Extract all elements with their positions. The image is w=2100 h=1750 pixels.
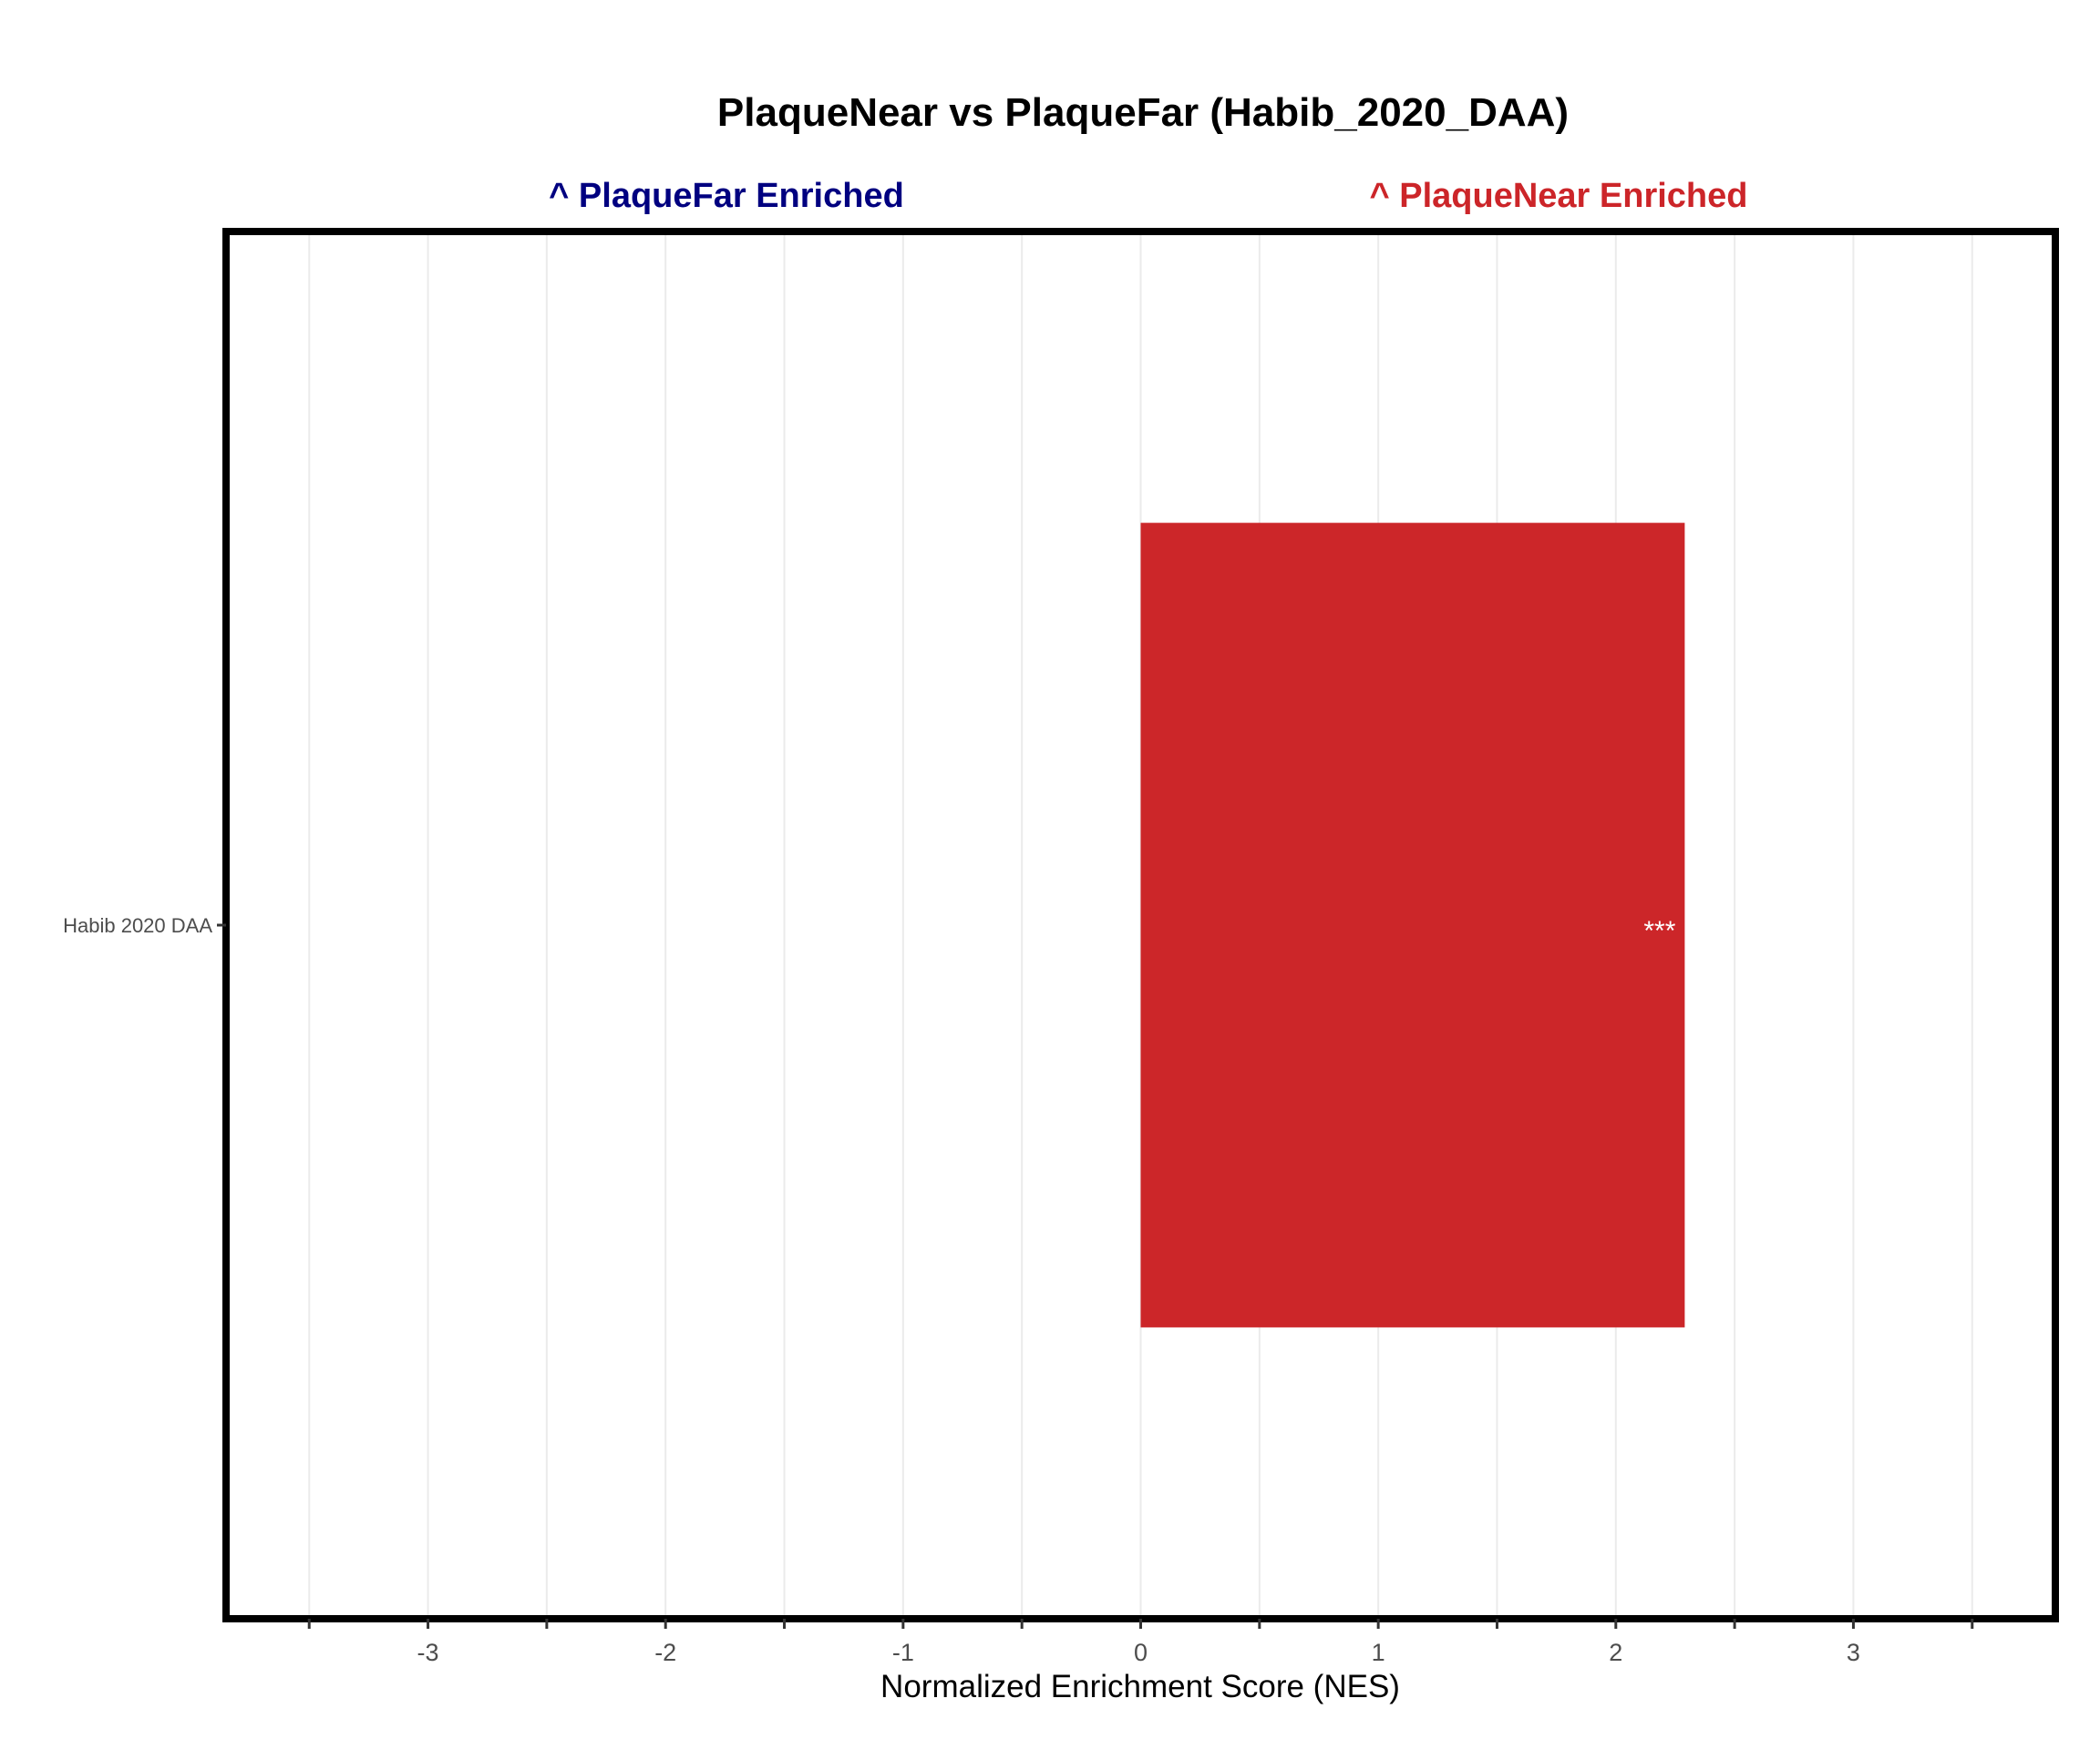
significance-label: ***	[1643, 916, 1675, 946]
right-annotation: ^ PlaqueNear Enriched	[1370, 177, 1748, 215]
bars: ***	[1140, 522, 1685, 1328]
x-tick-label: -1	[892, 1639, 914, 1666]
x-tick-label: 3	[1847, 1639, 1860, 1666]
y-tick-label: Habib 2020 DAA	[63, 914, 212, 937]
x-tick-label: 0	[1134, 1639, 1148, 1666]
y-axis: Habib 2020 DAA	[63, 914, 226, 937]
x-tick-label: -3	[417, 1639, 439, 1666]
x-tick-label: 1	[1372, 1639, 1385, 1666]
left-annotation: ^ PlaqueFar Enriched	[549, 177, 904, 215]
bar	[1140, 522, 1685, 1328]
x-axis-title: Normalized Enrichment Score (NES)	[880, 1669, 1400, 1704]
chart-title: PlaqueNear vs PlaqueFar (Habib_2020_DAA)	[717, 90, 1569, 135]
x-tick-label: -2	[654, 1639, 676, 1666]
x-axis: -3 -2 -1 0 1 2 3	[307, 1619, 1974, 1666]
x-tick-label: 2	[1609, 1639, 1622, 1666]
